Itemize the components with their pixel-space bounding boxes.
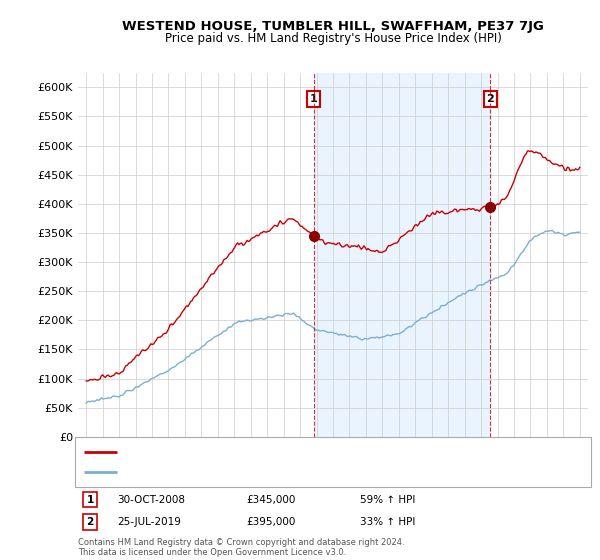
Text: 1: 1 [86,494,94,505]
Text: 1: 1 [310,94,317,104]
Text: 2: 2 [487,94,494,104]
Text: 25-JUL-2019: 25-JUL-2019 [117,517,181,527]
Text: 59% ↑ HPI: 59% ↑ HPI [360,494,415,505]
Text: Price paid vs. HM Land Registry's House Price Index (HPI): Price paid vs. HM Land Registry's House … [164,32,502,45]
Text: £395,000: £395,000 [246,517,295,527]
Text: 33% ↑ HPI: 33% ↑ HPI [360,517,415,527]
Text: £345,000: £345,000 [246,494,295,505]
Bar [314,73,490,437]
Text: WESTEND HOUSE, TUMBLER HILL, SWAFFHAM, PE37 7JG (detached house): WESTEND HOUSE, TUMBLER HILL, SWAFFHAM, P… [123,447,488,457]
Text: HPI: Average price, detached house, Breckland: HPI: Average price, detached house, Brec… [123,467,353,477]
Text: 2: 2 [86,517,94,527]
Text: Contains HM Land Registry data © Crown copyright and database right 2024.
This d: Contains HM Land Registry data © Crown c… [78,538,404,557]
Text: 30-OCT-2008: 30-OCT-2008 [117,494,185,505]
Text: WESTEND HOUSE, TUMBLER HILL, SWAFFHAM, PE37 7JG: WESTEND HOUSE, TUMBLER HILL, SWAFFHAM, P… [122,20,544,32]
